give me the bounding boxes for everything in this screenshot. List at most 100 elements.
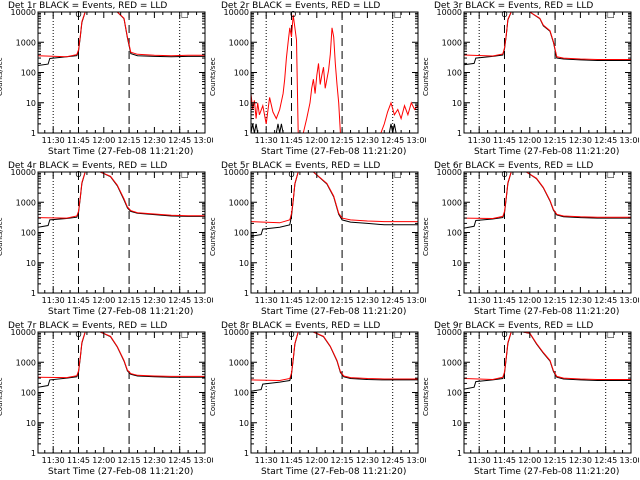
y-tick-label: 1 xyxy=(244,449,249,458)
detector-panel: 1 10 100 1000 10000 11:30 11:45 12:00 12:15 12:30… xyxy=(422,160,639,320)
time-marker: O xyxy=(501,10,507,19)
time-marker: □ xyxy=(607,10,615,19)
x-tick-label: 12:45 xyxy=(594,456,617,465)
y-tick-label: 1000 xyxy=(442,198,462,207)
x-tick-label: 12:15 xyxy=(544,136,567,145)
detector-panel: 1 10 100 1000 10000 11:30 11:45 12:00 12:15 12:30… xyxy=(0,160,213,320)
y-tick-label: 100 xyxy=(234,389,249,398)
y-tick-label: 1000 xyxy=(16,38,36,47)
x-tick-label: 12:00 xyxy=(92,136,115,145)
time-marker: □ xyxy=(181,330,189,339)
x-tick-label: 11:30 xyxy=(42,136,65,145)
panel-title: Det 6r BLACK = Events, RED = LLD xyxy=(434,161,594,171)
time-marker: O xyxy=(501,170,507,179)
y-tick-label: 10000 xyxy=(224,328,249,337)
x-tick-label: 11:30 xyxy=(255,456,278,465)
x-axis-title: Start Time (27-Feb-08 11:21:20) xyxy=(48,307,194,317)
x-tick-label: 12:00 xyxy=(305,456,328,465)
y-tick-label: 10000 xyxy=(224,8,249,17)
x-tick-label: 11:45 xyxy=(67,456,90,465)
x-axis-title: Start Time (27-Feb-08 11:21:20) xyxy=(261,307,407,317)
x-tick-label: 13:00 xyxy=(619,136,639,145)
x-tick-label: 11:45 xyxy=(280,456,303,465)
x-axis-title: Start Time (27-Feb-08 11:21:20) xyxy=(474,147,620,157)
x-tick-label: 12:45 xyxy=(168,136,191,145)
panel-title: Det 5r BLACK = Events, RED = LLD xyxy=(221,161,381,171)
x-tick-label: 12:00 xyxy=(305,296,328,305)
x-tick-label: 12:00 xyxy=(305,136,328,145)
x-tick-label: 13:00 xyxy=(406,296,426,305)
chart-svg: 1 10 100 1000 10000 11:30 11:45 12:00 12:15 12:30… xyxy=(224,8,426,145)
x-axis-title: Start Time (27-Feb-08 11:21:20) xyxy=(261,467,407,477)
y-axis-title: Counts/sec xyxy=(422,217,430,256)
y-tick-label: 10000 xyxy=(224,168,249,177)
x-tick-label: 12:30 xyxy=(356,136,379,145)
x-tick-label: 13:00 xyxy=(406,136,426,145)
detector-panel: 1 10 100 1000 10000 11:30 11:45 12:00 12:15 12:30… xyxy=(0,0,213,160)
x-tick-label: 11:30 xyxy=(42,456,65,465)
events-series-line xyxy=(251,172,418,237)
time-marker: □ xyxy=(181,10,189,19)
x-tick-label: 12:15 xyxy=(331,136,354,145)
detector-panel: 1 10 100 1000 10000 11:30 11:45 12:00 12:15 12:30… xyxy=(209,160,426,320)
lld-series-line xyxy=(38,12,205,58)
x-tick-label: 11:45 xyxy=(493,296,516,305)
lld-series-line xyxy=(464,12,631,60)
x-tick-label: 12:00 xyxy=(92,456,115,465)
x-tick-label: 12:30 xyxy=(143,456,166,465)
lld-series-line xyxy=(464,172,631,220)
time-marker: □ xyxy=(394,330,402,339)
y-tick-label: 100 xyxy=(447,229,462,238)
x-tick-label: 12:30 xyxy=(356,296,379,305)
y-tick-label: 1000 xyxy=(442,38,462,47)
y-axis-title: Counts/sec xyxy=(209,57,217,96)
detector-panel: 1 10 100 1000 10000 11:30 11:45 12:00 12:15 12:30… xyxy=(422,0,639,160)
y-tick-label: 10 xyxy=(452,99,462,108)
y-tick-label: 10000 xyxy=(437,8,462,17)
y-tick-label: 10000 xyxy=(437,328,462,337)
x-axis-title: Start Time (27-Feb-08 11:21:20) xyxy=(474,467,620,477)
x-tick-label: 13:00 xyxy=(193,296,213,305)
x-tick-label: 11:45 xyxy=(67,296,90,305)
panel-title: Det 9r BLACK = Events, RED = LLD xyxy=(434,321,594,331)
y-tick-label: 1 xyxy=(457,289,462,298)
y-tick-label: 1 xyxy=(244,129,249,138)
x-tick-label: 12:15 xyxy=(118,456,141,465)
detector-panel: 1 10 100 1000 10000 11:30 11:45 12:00 12:15 12:30… xyxy=(209,320,426,480)
y-axis-title: Counts/sec xyxy=(209,217,217,256)
x-tick-label: 12:15 xyxy=(331,456,354,465)
panel-title: Det 8r BLACK = Events, RED = LLD xyxy=(221,321,381,331)
y-tick-label: 10 xyxy=(452,419,462,428)
panel-title: Det 7r BLACK = Events, RED = LLD xyxy=(8,321,168,331)
x-tick-label: 12:30 xyxy=(569,296,592,305)
x-tick-label: 12:45 xyxy=(594,136,617,145)
time-marker: □ xyxy=(181,170,189,179)
y-axis-title: Counts/sec xyxy=(209,377,217,416)
time-marker: O xyxy=(501,330,507,339)
panel-title: Det 1r BLACK = Events, RED = LLD xyxy=(8,1,168,11)
y-tick-label: 1000 xyxy=(442,358,462,367)
lld-series-line xyxy=(464,332,631,381)
x-tick-label: 12:15 xyxy=(544,456,567,465)
y-tick-label: 1 xyxy=(31,449,36,458)
detector-panel: 1 10 100 1000 10000 11:30 11:45 12:00 12:15 12:30… xyxy=(209,0,426,160)
y-tick-label: 10 xyxy=(26,259,36,268)
chart-svg: 1 10 100 1000 10000 11:30 11:45 12:00 12:15 12:30… xyxy=(11,8,213,145)
panel-title: Det 3r BLACK = Events, RED = LLD xyxy=(434,1,594,11)
x-tick-label: 11:30 xyxy=(468,296,491,305)
x-tick-label: 12:45 xyxy=(381,456,404,465)
x-tick-label: 12:15 xyxy=(118,296,141,305)
x-tick-label: 12:30 xyxy=(356,456,379,465)
y-tick-label: 10000 xyxy=(11,168,36,177)
chart-svg: 1 10 100 1000 10000 11:30 11:45 12:00 12:15 12:30… xyxy=(11,168,213,305)
x-tick-label: 12:45 xyxy=(381,296,404,305)
x-tick-label: 12:00 xyxy=(518,456,541,465)
y-tick-label: 100 xyxy=(21,229,36,238)
x-axis-title: Start Time (27-Feb-08 11:21:20) xyxy=(261,147,407,157)
time-marker: O xyxy=(290,10,296,19)
x-tick-label: 13:00 xyxy=(619,296,639,305)
chart-svg: 1 10 100 1000 10000 11:30 11:45 12:00 12:15 12:30… xyxy=(437,8,639,145)
lld-series-line xyxy=(38,332,205,379)
y-tick-label: 100 xyxy=(234,229,249,238)
